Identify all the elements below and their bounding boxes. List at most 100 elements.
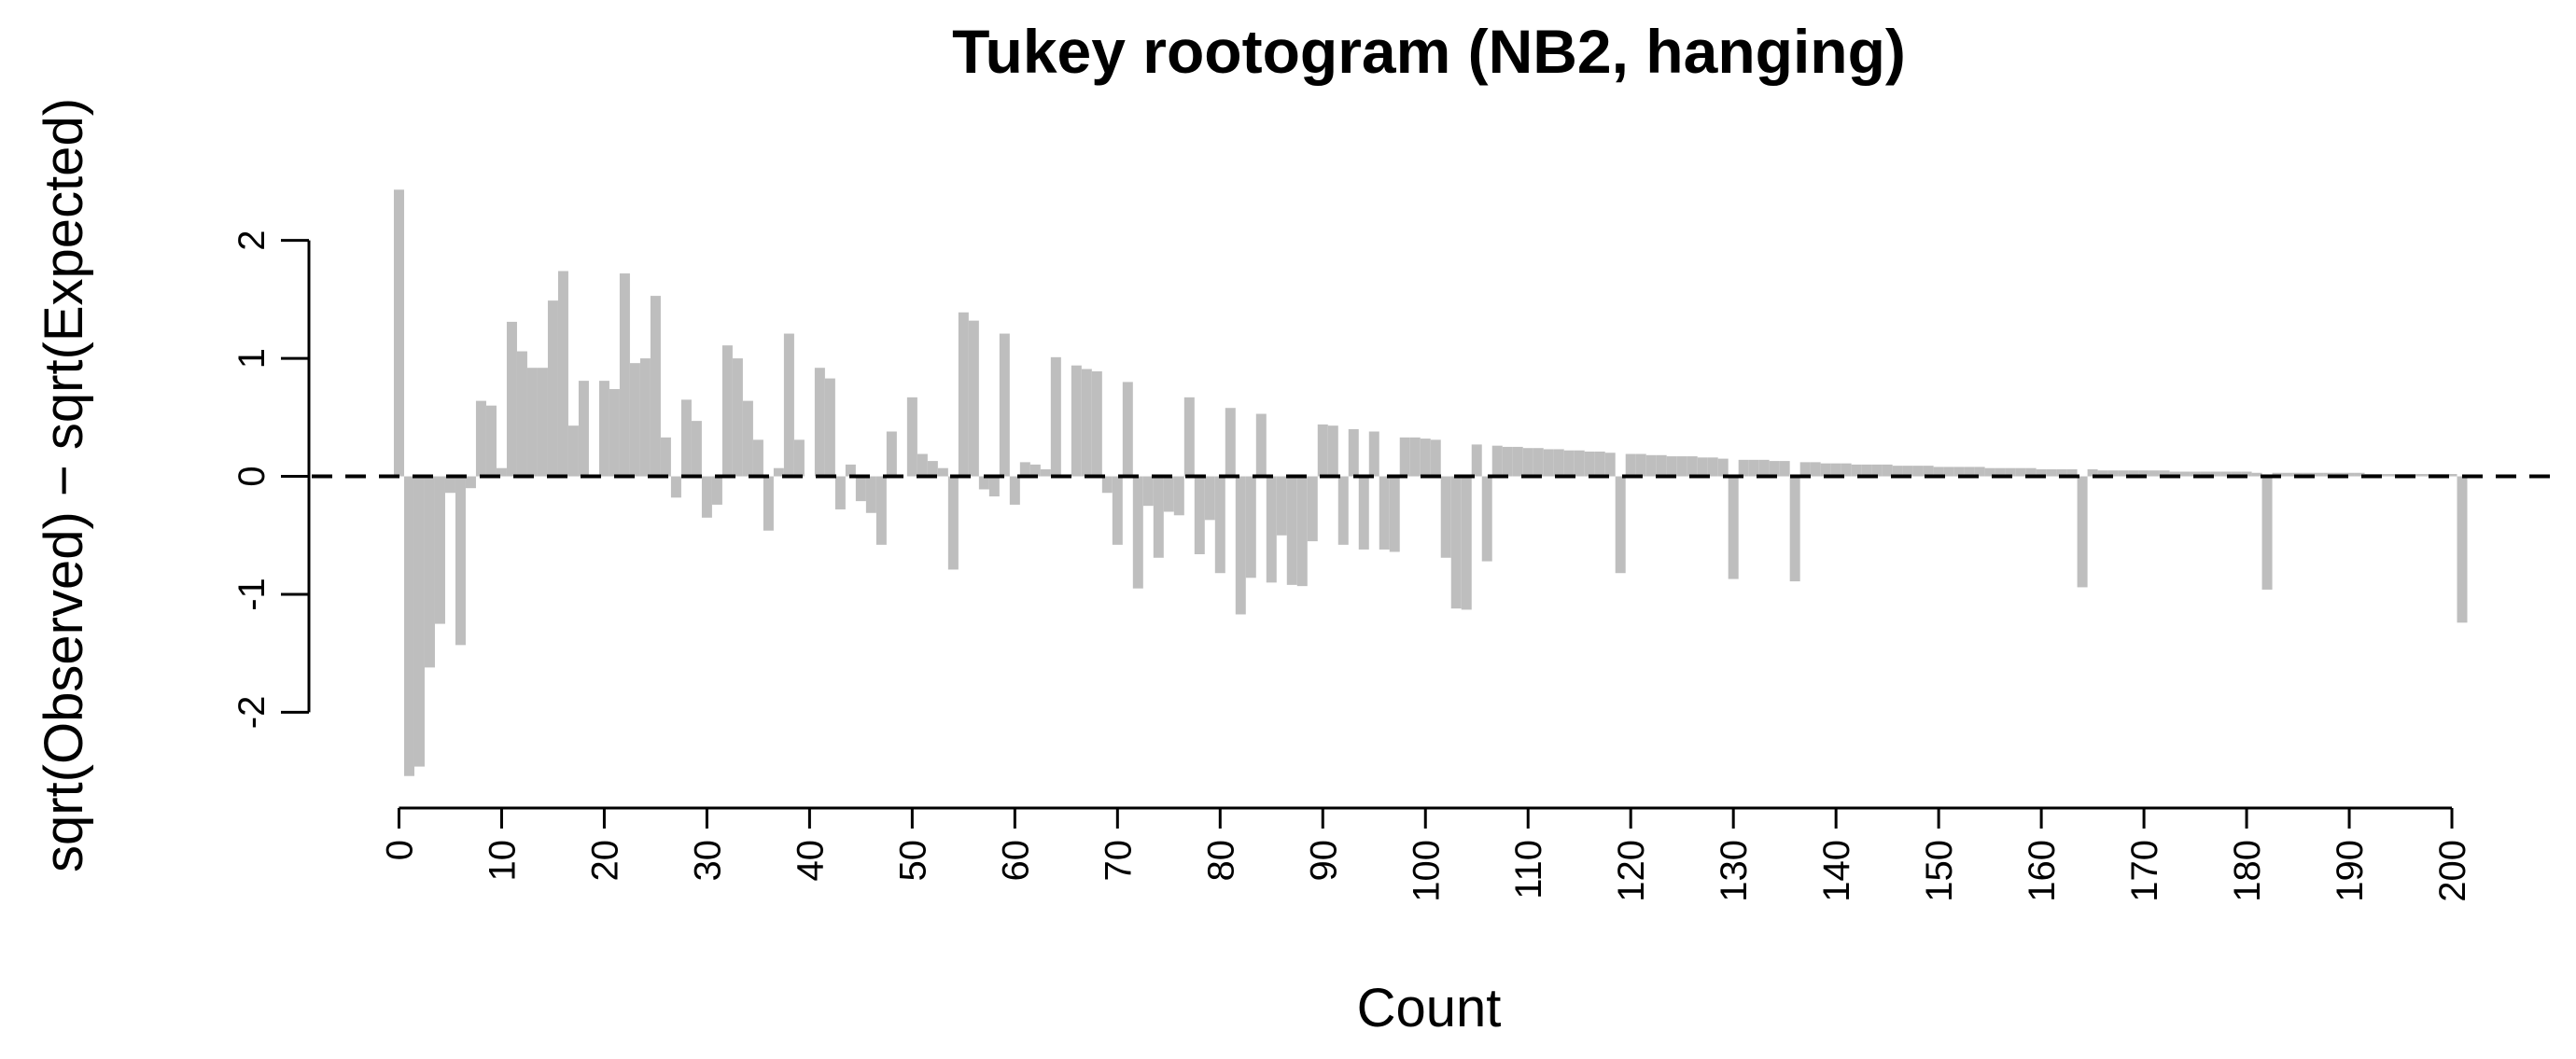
bar xyxy=(1286,476,1297,585)
x-tick-label: 100 xyxy=(1406,840,1447,902)
bar xyxy=(1430,439,1441,477)
x-tick-label: 130 xyxy=(1714,840,1755,902)
x-tick-label: 120 xyxy=(1611,840,1652,902)
bar xyxy=(1543,449,1554,477)
bar xyxy=(1276,476,1287,536)
bar xyxy=(660,437,671,477)
bar xyxy=(598,381,609,477)
bar xyxy=(2446,474,2457,477)
x-tick-label: 10 xyxy=(482,840,523,882)
bar xyxy=(1923,466,1934,477)
bar xyxy=(2046,468,2057,477)
bar xyxy=(1409,437,1421,477)
bar xyxy=(516,351,527,477)
bar xyxy=(1717,458,1729,477)
bar xyxy=(732,358,743,477)
x-tick-label: 190 xyxy=(2330,840,2371,902)
x-tick-label: 200 xyxy=(2432,840,2473,902)
bar xyxy=(1984,467,1995,477)
bar xyxy=(947,476,959,570)
bar xyxy=(1553,449,1564,477)
y-tick-label: 2 xyxy=(231,230,273,251)
bar xyxy=(2066,468,2078,477)
bar xyxy=(2220,471,2232,477)
bar xyxy=(763,476,774,531)
bar xyxy=(2354,472,2365,477)
bar xyxy=(567,425,579,477)
bar xyxy=(783,333,794,477)
bar xyxy=(701,476,712,518)
bar xyxy=(2128,470,2139,477)
bar xyxy=(1194,476,1205,554)
bar xyxy=(752,439,763,477)
bar xyxy=(1656,454,1667,477)
bar xyxy=(578,381,589,477)
x-tick-label: 20 xyxy=(584,840,625,882)
bar xyxy=(1091,371,1102,477)
bar xyxy=(1101,476,1113,494)
bar xyxy=(1153,476,1164,558)
bar xyxy=(845,464,856,477)
bar xyxy=(393,189,404,477)
bar xyxy=(1163,476,1174,512)
bar xyxy=(2344,472,2355,477)
bar xyxy=(2149,470,2160,477)
bar xyxy=(865,476,876,513)
y-tick-label: -1 xyxy=(231,578,273,611)
bar xyxy=(629,363,640,477)
bar xyxy=(1851,464,1862,477)
x-tick-label: 150 xyxy=(1919,840,1960,902)
bar xyxy=(2056,468,2067,477)
bar xyxy=(1625,453,1636,477)
bar xyxy=(1645,454,1657,477)
bar xyxy=(2282,472,2293,477)
x-tick-label: 110 xyxy=(1508,840,1549,899)
bar xyxy=(1871,464,1883,477)
bar xyxy=(609,388,620,477)
bar xyxy=(403,476,414,776)
bar xyxy=(1368,431,1379,477)
bar xyxy=(1635,453,1646,477)
bar xyxy=(1697,457,1708,477)
bar xyxy=(1820,463,1831,477)
bar xyxy=(1604,453,1616,477)
bar xyxy=(475,400,486,477)
bar xyxy=(1861,464,1872,477)
bar xyxy=(2190,471,2201,477)
x-tick-label: 90 xyxy=(1303,840,1344,882)
bar xyxy=(2385,474,2396,477)
bar xyxy=(1779,461,1790,477)
chart-title: Tukey rootogram (NB2, hanging) xyxy=(952,17,1906,86)
bar xyxy=(2200,471,2211,477)
bar xyxy=(855,476,866,502)
bar xyxy=(1225,408,1236,477)
bar xyxy=(413,476,425,767)
bar xyxy=(793,439,805,477)
x-tick-label: 170 xyxy=(2124,840,2165,902)
bar xyxy=(1748,459,1759,477)
bar xyxy=(1255,413,1267,477)
bar xyxy=(1943,467,1954,477)
bar xyxy=(1491,445,1503,477)
bar xyxy=(434,476,445,624)
bar xyxy=(968,320,979,477)
bar xyxy=(1296,476,1308,587)
bar xyxy=(1892,466,1903,477)
bar xyxy=(2138,470,2149,477)
bar xyxy=(1522,448,1533,477)
bar xyxy=(1112,476,1123,545)
bar xyxy=(999,333,1010,477)
bar xyxy=(2231,471,2242,477)
bar xyxy=(1707,457,1718,477)
bar xyxy=(2097,470,2108,477)
bar xyxy=(2036,468,2047,477)
x-tick-label: 40 xyxy=(790,840,831,882)
bar xyxy=(1676,456,1687,477)
bar xyxy=(1810,462,1821,477)
bar xyxy=(1173,476,1184,516)
bar xyxy=(1019,462,1030,477)
bar xyxy=(2118,470,2129,477)
bar xyxy=(978,476,989,490)
bar xyxy=(1912,466,1924,477)
bar xyxy=(988,476,1000,497)
